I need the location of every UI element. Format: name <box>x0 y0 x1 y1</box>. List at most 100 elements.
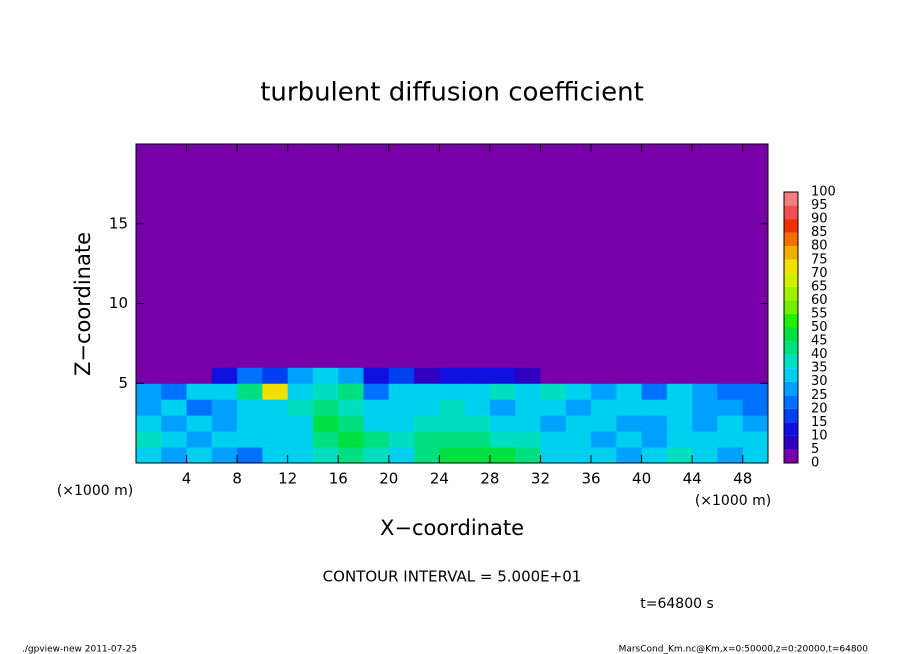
colorbar-label: 100 <box>811 185 836 200</box>
colorbar-cell <box>784 232 798 247</box>
x-tick-label: 36 <box>581 470 600 488</box>
cell <box>312 367 339 384</box>
colorbar-cell <box>784 435 798 450</box>
cell <box>717 431 744 448</box>
cell <box>540 431 567 448</box>
cell <box>186 383 213 400</box>
cell <box>287 383 314 400</box>
colorbar-cell <box>784 246 798 260</box>
cell <box>262 431 289 448</box>
cell <box>136 144 162 368</box>
colorbar-label: 60 <box>811 293 828 308</box>
cell <box>540 144 567 368</box>
colorbar-cell <box>784 192 798 206</box>
cell <box>363 431 390 448</box>
cell <box>666 399 693 416</box>
colorbar-label: 40 <box>811 347 828 362</box>
cell <box>312 431 339 448</box>
cell <box>717 367 744 384</box>
cell <box>237 431 263 448</box>
cell <box>591 383 617 400</box>
colorbar-label: 0 <box>811 456 819 471</box>
colorbar-label: 65 <box>811 279 828 294</box>
cell <box>489 431 516 448</box>
cell <box>742 431 769 448</box>
cell <box>464 367 491 384</box>
cell <box>136 431 162 448</box>
colorbar-label: 85 <box>811 225 828 240</box>
cell <box>565 415 592 432</box>
annotation: CONTOUR INTERVAL = 5.000E+01 <box>323 568 582 586</box>
cell <box>388 367 415 384</box>
cell <box>616 415 643 432</box>
colorbar-label: 10 <box>811 428 828 443</box>
cell <box>515 383 541 400</box>
colorbar-cell <box>784 422 798 436</box>
cell <box>312 447 339 464</box>
colorbar-label: 45 <box>811 334 828 349</box>
cell <box>388 144 415 368</box>
cell <box>591 144 617 368</box>
cell <box>161 399 188 416</box>
colorbar-label: 90 <box>811 212 828 227</box>
x-tick-label: 44 <box>683 470 702 488</box>
cell <box>211 431 238 448</box>
colorbar-label: 15 <box>811 415 828 430</box>
cell <box>742 415 769 432</box>
cell <box>439 431 466 448</box>
cell <box>186 431 213 448</box>
x-tick-label: 4 <box>182 470 192 488</box>
cell <box>312 415 339 432</box>
x-tick-label: 24 <box>430 470 449 488</box>
cell <box>464 447 491 464</box>
cell <box>211 383 238 400</box>
cell <box>262 399 289 416</box>
cell <box>136 447 162 464</box>
cell <box>565 431 592 448</box>
cell <box>489 399 516 416</box>
colorbar-cell <box>784 395 798 409</box>
cell <box>515 447 541 464</box>
time-label: t=64800 s <box>640 596 714 612</box>
cell <box>363 415 390 432</box>
cell <box>666 144 693 368</box>
cell <box>312 399 339 416</box>
cell <box>388 399 415 416</box>
cell <box>161 431 188 448</box>
cell <box>338 431 365 448</box>
cell <box>338 399 365 416</box>
cell <box>565 447 592 464</box>
cell <box>287 144 314 368</box>
cell <box>591 367 617 384</box>
cell <box>717 415 744 432</box>
cell <box>641 383 668 400</box>
cell <box>489 383 516 400</box>
cell <box>464 144 491 368</box>
colorbar-label: 25 <box>811 388 828 403</box>
cell <box>262 447 289 464</box>
cell <box>540 383 567 400</box>
cell <box>489 415 516 432</box>
colorbar-label: 35 <box>811 361 828 376</box>
colorbar-label: 50 <box>811 320 828 335</box>
cell <box>262 367 289 384</box>
cell <box>186 144 213 368</box>
cell <box>692 431 718 448</box>
cell <box>616 144 643 368</box>
cell <box>692 399 718 416</box>
colorbar-label: 95 <box>811 198 828 213</box>
cell <box>692 367 718 384</box>
cell <box>186 447 213 464</box>
cell <box>540 447 567 464</box>
cell <box>540 415 567 432</box>
cell <box>211 367 238 384</box>
colorbar-cell <box>784 286 798 301</box>
cell <box>591 431 617 448</box>
cell <box>338 415 365 432</box>
cell <box>312 144 339 368</box>
cell <box>186 399 213 416</box>
cell <box>439 144 466 368</box>
cell <box>338 144 365 368</box>
cell <box>692 415 718 432</box>
cell <box>414 447 440 464</box>
